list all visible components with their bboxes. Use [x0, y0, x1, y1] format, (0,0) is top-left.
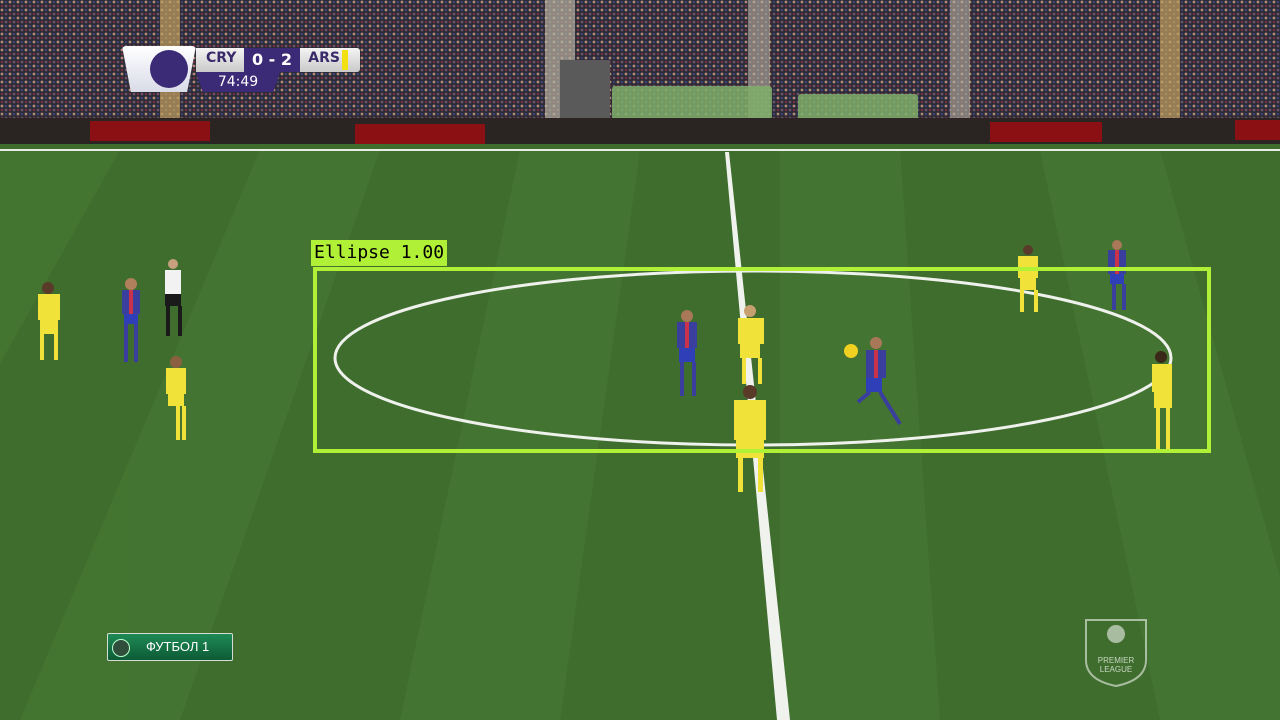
premier-league-line2: LEAGUE: [1099, 665, 1133, 674]
away-team-color-bar: [342, 50, 348, 70]
player-home: [677, 310, 697, 396]
player-home: [122, 278, 140, 362]
ball: [844, 344, 858, 358]
score: 0 - 2: [244, 48, 300, 72]
player-home: [856, 337, 902, 426]
referee: [165, 259, 182, 336]
premier-league-logo: [1085, 619, 1147, 688]
detection-label: Ellipse 1.00: [311, 240, 448, 266]
premier-league-text: PREMIER LEAGUE: [1080, 656, 1152, 674]
stand-aisle: [1160, 0, 1180, 118]
player-away: [166, 356, 186, 440]
lion-icon: [150, 50, 188, 88]
scorebug: CRY 0 - 2 ARS 74:49: [122, 46, 360, 94]
player-away: [734, 385, 766, 492]
player-away: [738, 305, 764, 384]
away-team: ARS: [308, 50, 340, 66]
match-clock: 74:49: [196, 72, 280, 92]
player-home: [1108, 240, 1126, 310]
ad-board: [990, 122, 1102, 142]
player-away: [1152, 351, 1172, 450]
ad-board: [355, 124, 485, 144]
player-away: [38, 282, 60, 360]
channel-logo: ФУТБОЛ 1: [107, 633, 233, 661]
channel-name: ФУТБОЛ 1: [146, 639, 210, 654]
league-badge: [122, 46, 196, 92]
scoreline: CRY 0 - 2 ARS: [196, 48, 360, 72]
ball-icon: [112, 639, 130, 657]
ad-board: [1235, 120, 1280, 140]
ad-board: [90, 121, 210, 141]
detection-box: [313, 267, 1211, 453]
home-team: CRY: [206, 50, 237, 66]
stand-aisle: [950, 0, 970, 118]
premier-league-line1: PREMIER: [1097, 656, 1135, 665]
tunnel: [560, 60, 610, 118]
